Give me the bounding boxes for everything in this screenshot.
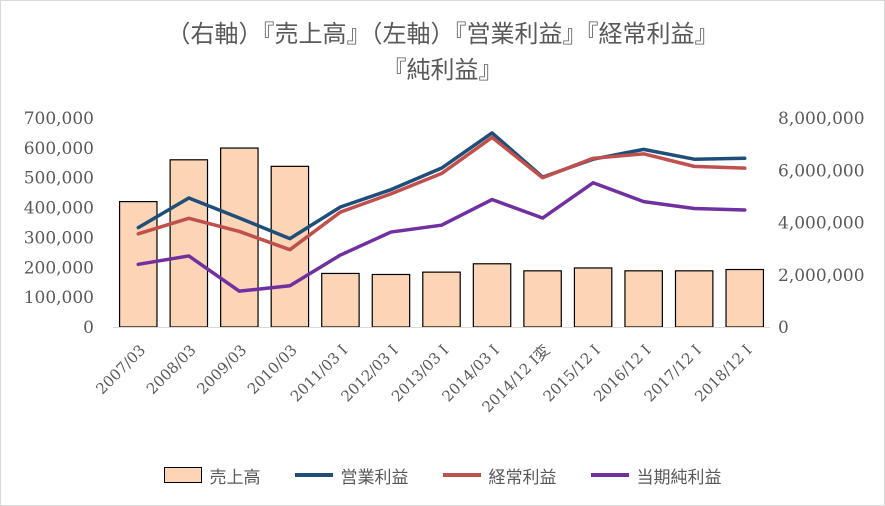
legend-swatch [442,473,481,477]
legend-swatch [294,473,333,477]
legend-item: 営業利益 [294,463,409,488]
bar-売上高 [725,268,765,328]
bar-売上高 [523,270,562,328]
right-axis-tick-label: 0 [778,318,789,338]
right-axis-tick-label: 4,000,000 [778,214,865,234]
bar-売上高 [422,271,461,328]
bar-売上高 [674,270,714,328]
line-series-当期純利益 [136,181,747,293]
right-axis-tick-label: 6,000,000 [778,161,865,181]
left-axis-tick-label: 500,000 [24,169,94,189]
x-axis-tick-label: 2009/03 [193,341,250,398]
bar-売上高 [321,272,360,328]
bar-売上高 [371,273,411,328]
bar-売上高 [472,263,512,328]
chart-title-line-1: （右軸）『売上高』（左軸）『営業利益』『経常利益』 [166,20,719,48]
legend-item: 当期純利益 [590,463,722,488]
legend-item: 経常利益 [442,463,557,488]
legend-swatch [163,467,202,483]
legend-swatch [590,473,629,477]
legend-item: 売上高 [163,463,261,488]
bar-売上高 [573,267,613,328]
right-axis-tick-label: 2,000,000 [778,266,865,286]
x-axis-tick-label: 2008/03 [143,341,200,398]
right-axis-tick-label: 8,000,000 [778,109,865,129]
left-axis-tick-label: 300,000 [24,228,94,248]
left-axis-tick-label: 100,000 [24,288,94,308]
bar-売上高 [624,270,663,328]
x-axis-tick-label: 2007/03 [92,341,149,398]
legend-label: 当期純利益 [636,467,722,488]
left-axis-tick-label: 0 [83,318,94,338]
chart-title-line-2: 『純利益』 [382,56,503,84]
line-series-経常利益 [136,135,747,252]
legend-label: 売上高 [209,467,261,488]
left-axis-tick-label: 200,000 [24,258,94,278]
left-axis-tick-label: 700,000 [24,109,94,129]
legend-label: 営業利益 [340,467,409,488]
left-axis-tick-label: 600,000 [24,139,94,159]
left-axis-tick-label: 400,000 [24,199,94,219]
chart-plot: 0 100,000 200,000 300,000 400,000 500,000 600,… [24,109,865,416]
legend-label: 経常利益 [488,467,557,488]
line-series-営業利益 [136,131,747,241]
chart-legend: 売上高 営業利益 経常利益 当期純利益 [0,460,885,490]
bar-売上高 [169,159,209,328]
